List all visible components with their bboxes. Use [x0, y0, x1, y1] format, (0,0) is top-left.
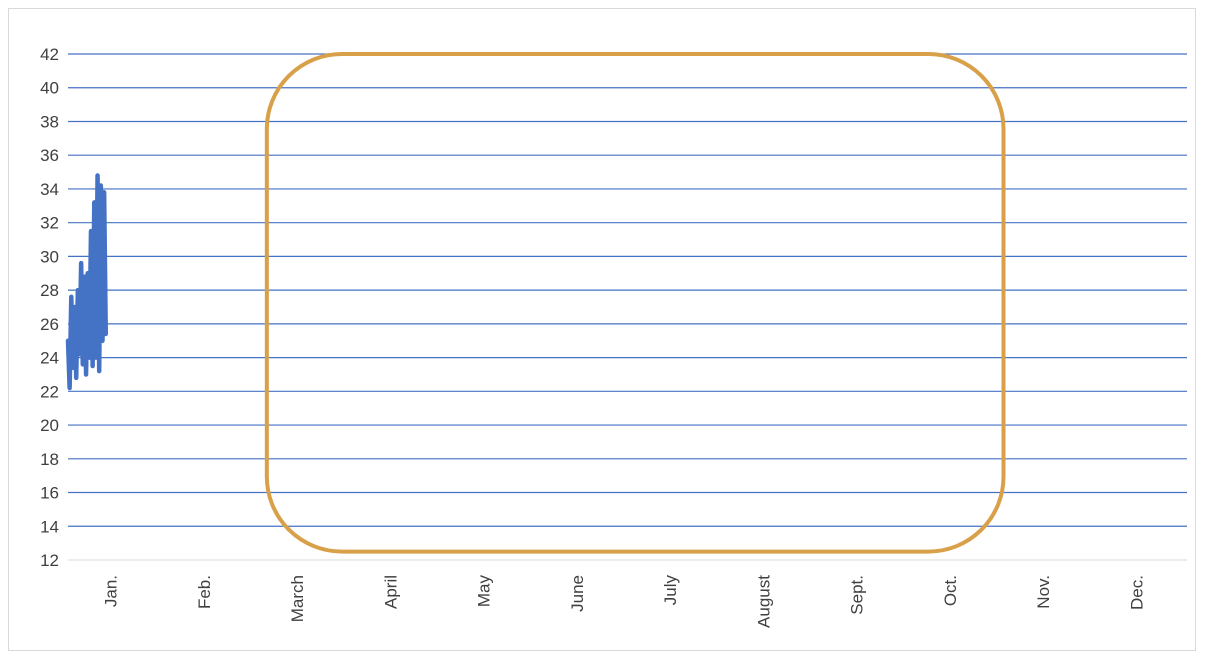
- y-tick-label: 36: [40, 146, 59, 165]
- y-tick-label: 38: [40, 112, 59, 131]
- x-tick-label: Oct.: [941, 575, 960, 606]
- x-tick-label: August: [754, 575, 773, 628]
- y-tick-label: 20: [40, 416, 59, 435]
- x-tick-label: May: [475, 575, 494, 608]
- x-tick-label: April: [381, 575, 400, 609]
- y-tick-label: 26: [40, 315, 59, 334]
- y-axis-tick-labels: 12 14 16 18 20 22 24 26 28 30 32 34 36 38 40 42: [40, 45, 59, 570]
- x-axis-tick-labels: Jan. Feb. March April May June July August Sept.…: [102, 575, 1147, 628]
- y-tick-label: 12: [40, 551, 59, 570]
- x-tick-label: Feb.: [195, 575, 214, 609]
- temperature-chart: 12 14 16 18 20 22 24 26 28 30 32 34 36 38 40 42 Jan. Feb…: [40, 45, 1187, 628]
- x-tick-label: June: [568, 575, 587, 612]
- y-tick-label: 30: [40, 247, 59, 266]
- y-tick-label: 32: [40, 214, 59, 233]
- x-tick-label: Dec.: [1127, 575, 1146, 610]
- y-tick-label: 40: [40, 79, 59, 98]
- x-tick-label: Nov.: [1034, 575, 1053, 609]
- x-tick-label: Jan.: [102, 575, 121, 607]
- x-tick-label: Sept.: [848, 575, 867, 615]
- y-tick-label: 24: [40, 349, 59, 368]
- series-line: [65, 173, 109, 391]
- y-tick-label: 18: [40, 450, 59, 469]
- y-tick-label: 22: [40, 382, 59, 401]
- y-tick-label: 14: [40, 517, 59, 536]
- chart-frame: 12 14 16 18 20 22 24 26 28 30 32 34 36 38 40 42 Jan. Feb…: [8, 8, 1196, 651]
- x-tick-label: March: [288, 575, 307, 622]
- annotations: [264, 52, 1006, 554]
- data-series: [65, 173, 109, 391]
- grid-lines: [68, 53, 1187, 561]
- y-tick-label: 34: [40, 180, 59, 199]
- y-tick-label: 16: [40, 484, 59, 503]
- y-tick-label: 28: [40, 281, 59, 300]
- highlight-rounded-rectangle: [264, 52, 1006, 554]
- y-tick-label: 42: [40, 45, 59, 64]
- x-tick-label: July: [661, 575, 680, 606]
